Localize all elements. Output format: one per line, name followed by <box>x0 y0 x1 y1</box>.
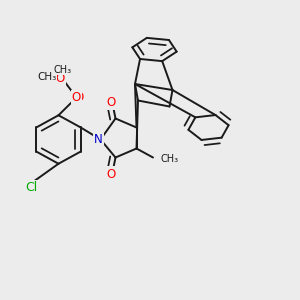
Text: CH₃: CH₃ <box>37 71 56 82</box>
Text: N: N <box>94 133 103 146</box>
Text: CH₃: CH₃ <box>160 154 178 164</box>
Text: O: O <box>106 167 116 181</box>
Text: O: O <box>106 95 116 109</box>
Text: O: O <box>74 91 83 104</box>
Text: O: O <box>72 91 81 104</box>
Text: CH₃: CH₃ <box>54 65 72 75</box>
Text: O: O <box>56 71 64 85</box>
Text: Cl: Cl <box>26 181 38 194</box>
